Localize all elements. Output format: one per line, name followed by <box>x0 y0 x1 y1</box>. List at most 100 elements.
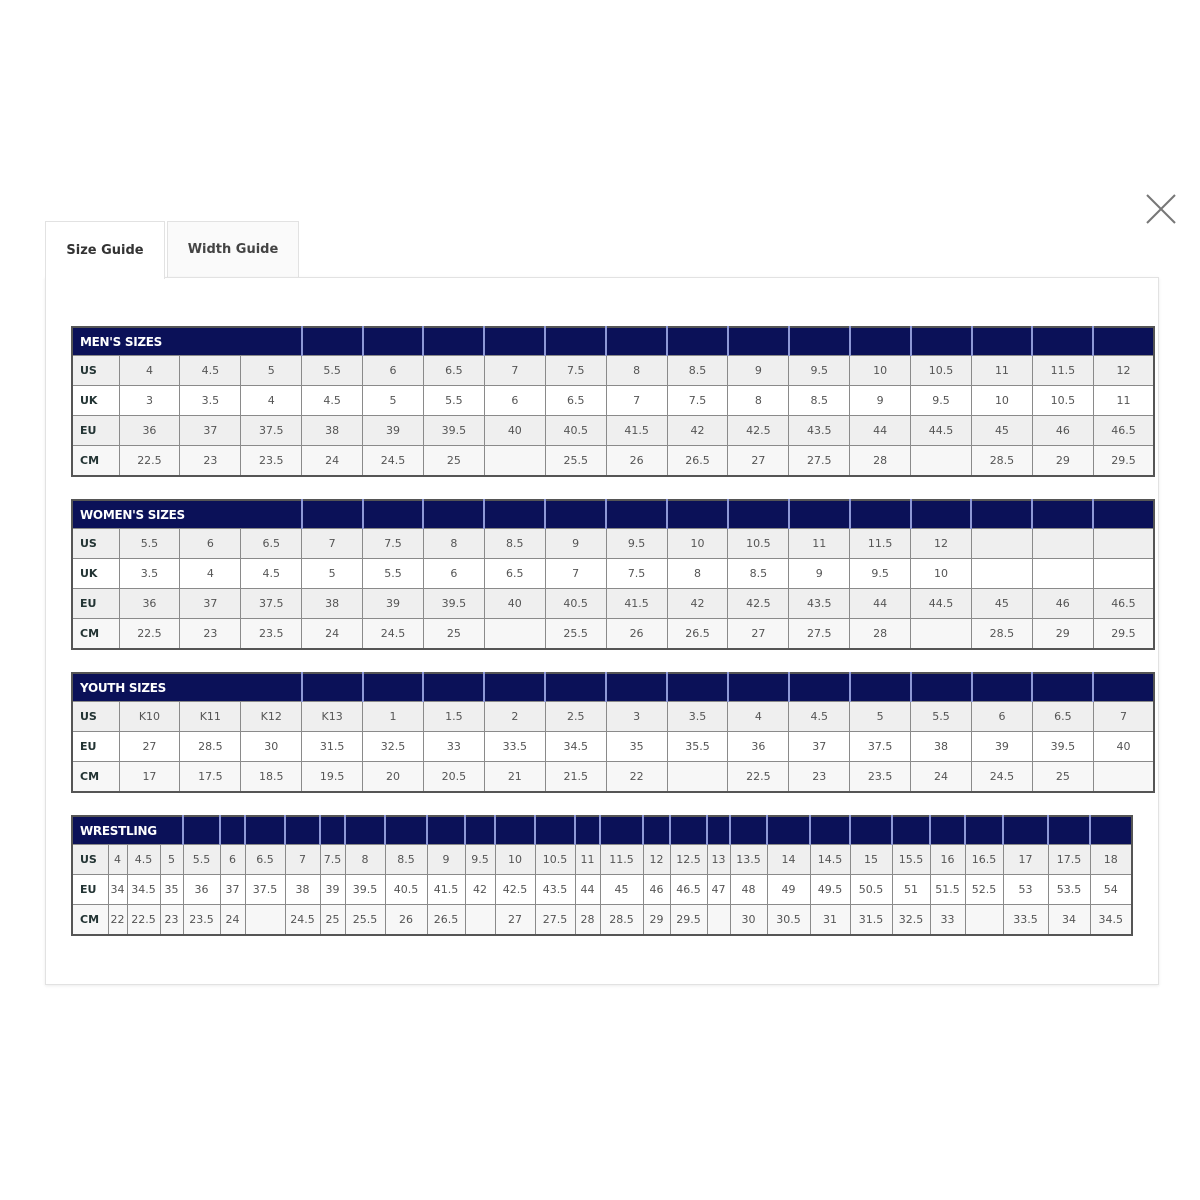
header-cell <box>483 673 546 702</box>
header-cell <box>1031 500 1094 529</box>
row-label: CM <box>71 618 120 650</box>
size-cell <box>1092 558 1155 589</box>
table-row: EU 34 34.5 35 36 37 37.5 38 39 39.5 40.5 41.5 42 42.5… <box>71 874 1133 905</box>
header-cell <box>544 327 607 356</box>
size-cell: 27 <box>727 445 790 477</box>
table-row: EU 36 37 37.5 38 39 39.5 40 40.5 41.5 42 42.5 43.5 44… <box>71 415 1155 446</box>
header-cell <box>544 500 607 529</box>
size-cell: 23 <box>179 618 242 650</box>
header-cell <box>909 500 972 529</box>
size-cell: 28.5 <box>179 731 242 762</box>
size-cell <box>666 761 729 793</box>
size-cell: 39 <box>971 731 1033 762</box>
size-cell: 22 <box>107 904 128 936</box>
size-cell <box>1092 761 1155 793</box>
tab-size-guide[interactable]: Size Guide <box>45 221 165 279</box>
size-cell: 11.5 <box>599 844 644 875</box>
size-cell: 6.5 <box>483 558 546 589</box>
size-cell: 40 <box>483 415 546 446</box>
size-cell: 42 <box>666 588 729 619</box>
size-cell: 28 <box>574 904 601 936</box>
header-cell <box>929 816 965 845</box>
size-cell: 8 <box>666 558 729 589</box>
size-cell: 7 <box>544 558 607 589</box>
size-cell: 7 <box>1092 701 1155 732</box>
size-cell: 41.5 <box>426 874 466 905</box>
header-cell <box>1031 327 1094 356</box>
header-cell <box>729 816 767 845</box>
size-cell: 7.5 <box>319 844 346 875</box>
size-cell: 28.5 <box>971 445 1033 477</box>
table-header-row: YOUTH SIZES <box>72 673 1155 702</box>
size-cell: 5 <box>159 844 184 875</box>
header-cell <box>970 673 1033 702</box>
size-cell: K12 <box>240 701 303 732</box>
size-cell: 20.5 <box>422 761 485 793</box>
size-cell: 4.5 <box>126 844 161 875</box>
header-cell <box>244 816 285 845</box>
size-cell: 8 <box>344 844 386 875</box>
size-cell: 11 <box>971 355 1033 386</box>
size-cell: 37 <box>179 588 242 619</box>
size-cell: 24.5 <box>362 618 424 650</box>
close-button[interactable] <box>1144 192 1178 226</box>
size-cell: 6 <box>422 558 485 589</box>
size-cell: 10 <box>910 558 972 589</box>
size-cell: 6 <box>362 355 424 386</box>
tab-width-guide[interactable]: Width Guide <box>167 221 299 277</box>
header-cell <box>605 500 668 529</box>
size-cell: 7 <box>284 844 321 875</box>
header-cell <box>809 816 850 845</box>
size-cell: 43.5 <box>788 415 851 446</box>
header-cell <box>422 673 485 702</box>
size-cell: 11.5 <box>849 528 912 559</box>
size-cell: 27.5 <box>788 445 851 477</box>
size-cell: 6 <box>179 528 242 559</box>
size-cell: 25.5 <box>544 445 607 477</box>
header-cell <box>909 673 972 702</box>
size-cell: 34.5 <box>126 874 161 905</box>
table-header-row: WOMEN'S SIZES <box>72 500 1155 529</box>
size-cell: 3.5 <box>666 701 729 732</box>
size-cell: 24 <box>910 761 972 793</box>
size-cell: 44.5 <box>910 588 972 619</box>
table-row: CM 22 22.5 23 23.5 24 24.5 25 25.5 26 26.5 27 27.5 28… <box>71 904 1133 936</box>
size-cell: 12 <box>642 844 671 875</box>
header-cell <box>1092 500 1155 529</box>
size-cell: 17.5 <box>179 761 242 793</box>
size-cell <box>910 445 972 477</box>
size-cell: 48 <box>729 874 768 905</box>
header-cell <box>787 327 850 356</box>
size-cell: 5 <box>849 701 912 732</box>
header-cell <box>384 816 427 845</box>
size-cell: 24 <box>301 618 364 650</box>
size-cell: 40 <box>1092 731 1155 762</box>
size-cell: 31 <box>809 904 851 936</box>
size-cell: 9 <box>426 844 466 875</box>
size-cell: 24.5 <box>362 445 424 477</box>
size-cell: 14.5 <box>809 844 851 875</box>
size-cell: 4.5 <box>240 558 303 589</box>
header-cell <box>344 816 385 845</box>
header-cell <box>909 327 972 356</box>
size-cell: 24.5 <box>284 904 321 936</box>
header-cell <box>494 816 535 845</box>
wrestling-size-table: WRESTLING US 4 4.5 5 5.5 6 6.5 7 7.5 8 8.5 9 9.5 10 10.… <box>71 815 1133 936</box>
size-cell: 10.5 <box>534 844 576 875</box>
size-cell: 33.5 <box>1002 904 1049 936</box>
size-cell <box>244 904 286 936</box>
header-cell <box>422 327 485 356</box>
table-row: UK 3.5 4 4.5 5 5.5 6 6.5 7 7.5 8 8.5 9 9.5 10 <box>71 558 1155 589</box>
table-title: MEN'S SIZES <box>72 327 302 356</box>
header-cell <box>848 673 911 702</box>
row-label: CM <box>71 761 120 793</box>
size-cell: 28 <box>849 618 912 650</box>
size-cell: K10 <box>118 701 181 732</box>
size-cell <box>910 618 972 650</box>
header-cell <box>669 816 707 845</box>
header-cell <box>1092 673 1155 702</box>
size-cell: 44 <box>574 874 601 905</box>
size-cell: 5 <box>240 355 303 386</box>
size-cell: 21.5 <box>544 761 607 793</box>
size-cell: 6.5 <box>544 385 607 416</box>
